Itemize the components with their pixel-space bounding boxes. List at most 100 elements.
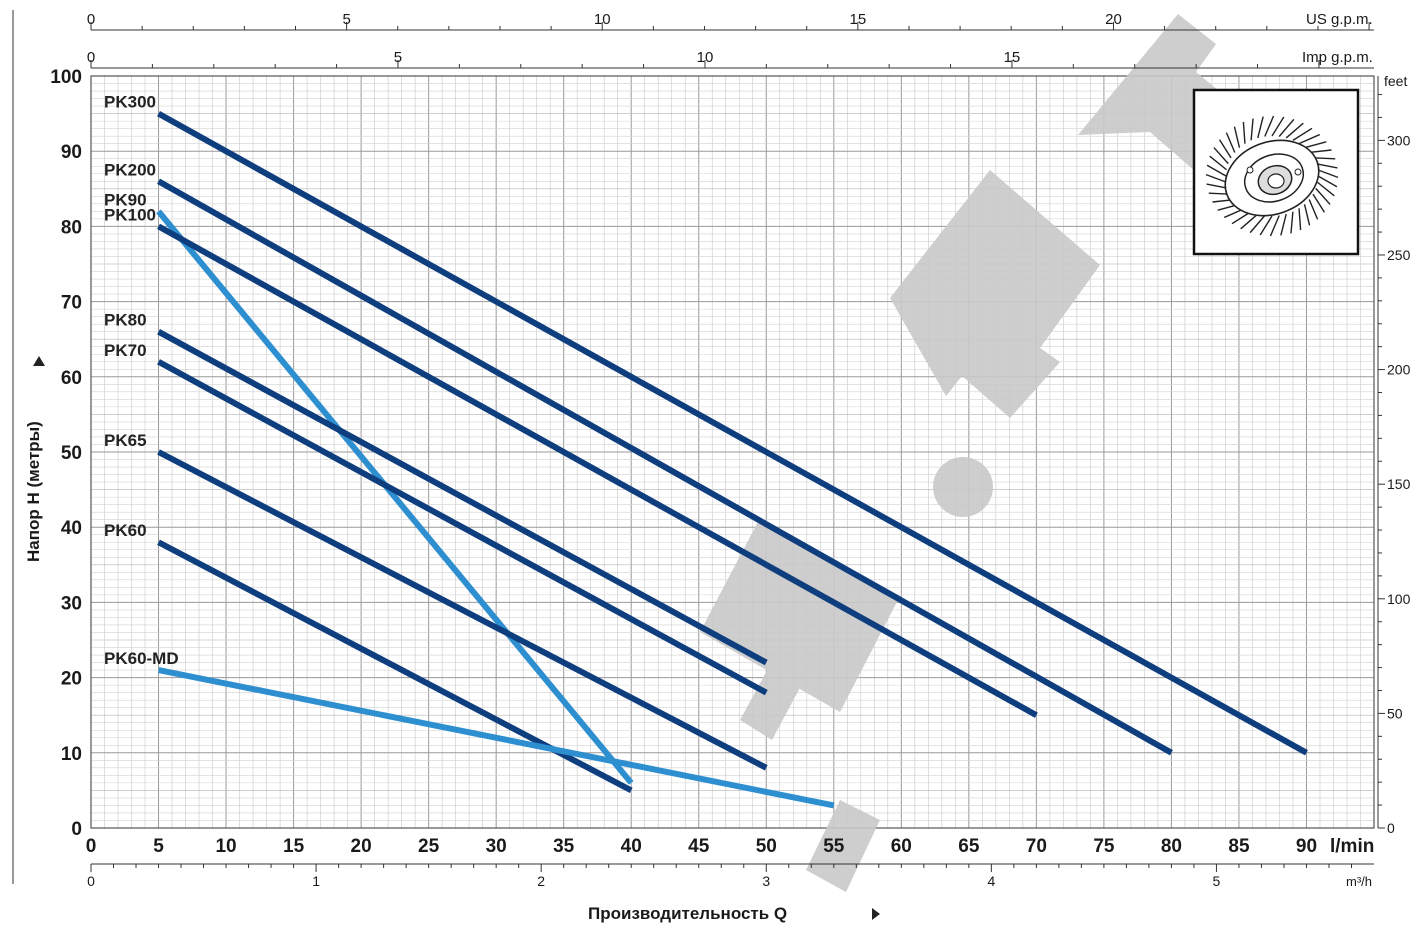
x-axis-title: Производительность Q — [588, 904, 787, 923]
x-tick-label: 65 — [958, 836, 980, 857]
series-label-pk60-md: PK60-MD — [104, 649, 179, 668]
x-tick-label: 10 — [215, 836, 236, 857]
right-tick-label: 300 — [1387, 132, 1411, 148]
right-axis-title: feet — [1384, 73, 1407, 89]
top-imp-tick-label: 15 — [1004, 49, 1021, 66]
top-us-tick-label: 5 — [342, 11, 350, 28]
impeller-blade — [1271, 116, 1285, 137]
top-imp-tick-label: 0 — [87, 49, 95, 66]
impeller-blade — [1209, 155, 1228, 171]
x-tick-label: 25 — [418, 836, 440, 857]
impeller-blade — [1315, 187, 1331, 205]
impeller-blade — [1303, 204, 1311, 226]
impeller-blade — [1304, 141, 1327, 149]
series-label-pk90: PK90 — [104, 190, 147, 209]
impeller-blade — [1269, 215, 1280, 237]
right-tick-label: 50 — [1387, 705, 1403, 721]
x-tick-label: 55 — [823, 836, 845, 857]
x-tick-label: 80 — [1161, 836, 1182, 857]
bottom-m3h-tick-label: 2 — [537, 873, 545, 889]
impeller-blade — [1264, 115, 1275, 137]
series-line-pk200 — [157, 178, 1173, 756]
impeller-blade — [1213, 147, 1229, 165]
y-axis-ticks: 0 10 20 30 40 50 60 70 80 90 100 — [50, 67, 82, 840]
x-axis-unit: l/min — [1330, 836, 1374, 857]
impeller-blade — [1290, 211, 1294, 234]
top-imp-gpm-axis: 0 5 10 15 — [87, 49, 1374, 69]
y-axis-title: Напор H (метры) — [24, 421, 43, 562]
y-tick-label: 60 — [61, 368, 82, 389]
top-us-gpm-axis: 0 5 10 15 20 — [87, 11, 1374, 31]
series-line-pk80 — [157, 329, 768, 666]
x-tick-label: 15 — [283, 836, 305, 857]
series-label-pk80: PK80 — [104, 311, 147, 330]
top-us-tick-label: 20 — [1105, 11, 1122, 28]
top-us-axis-title: US g.p.m. — [1306, 11, 1373, 28]
series-label-pk300: PK300 — [104, 93, 156, 112]
series-lines — [156, 110, 1308, 809]
impeller-blade — [1233, 126, 1241, 148]
y-tick-label: 0 — [71, 819, 82, 840]
series-label-pk60: PK60 — [104, 521, 147, 540]
bottom-m3h-axis: 0 1 2 3 4 5 — [87, 863, 1374, 889]
y-tick-label: 20 — [61, 669, 82, 690]
impeller-blade — [1309, 149, 1332, 154]
right-tick-label: 100 — [1387, 591, 1411, 607]
impeller-blade — [1206, 164, 1227, 177]
bottom-m3h-tick-label: 5 — [1213, 873, 1221, 889]
x-axis-ticks: 0 5 10 15 20 25 30 35 40 45 50 55 60 65 70 75 80 85 90 — [86, 836, 1317, 857]
y-axis-arrow-icon — [33, 356, 45, 366]
bottom-m3h-tick-label: 1 — [312, 873, 320, 889]
plot-frame — [90, 75, 1375, 829]
impeller-blade — [1298, 208, 1302, 231]
series-label-pk100: PK100 — [104, 205, 156, 224]
impeller-blade — [1278, 118, 1295, 137]
impeller-blade — [1218, 139, 1232, 159]
impeller-blade — [1315, 162, 1338, 169]
series-line-pk65 — [157, 449, 768, 771]
x-tick-label: 85 — [1228, 836, 1250, 857]
impeller-blade — [1298, 133, 1321, 145]
grid — [12, 10, 1375, 884]
bottom-m3h-tick-label: 4 — [987, 873, 995, 889]
x-tick-label: 30 — [486, 836, 507, 857]
impeller-blade — [1317, 169, 1339, 179]
right-tick-label: 150 — [1387, 476, 1411, 492]
impeller-blade — [1308, 199, 1319, 220]
impeller-blade — [1240, 213, 1259, 230]
impeller-blade — [1242, 121, 1246, 144]
impeller-blade — [1250, 118, 1254, 141]
x-tick-label: 45 — [688, 836, 710, 857]
series-line-pk300 — [157, 110, 1308, 756]
y-tick-label: 100 — [50, 67, 82, 88]
bottom-m3h-axis-title: m³/h — [1346, 874, 1372, 889]
bottom-m3h-tick-label: 3 — [762, 873, 770, 889]
top-us-tick-label: 10 — [594, 11, 611, 28]
y-tick-label: 70 — [61, 293, 82, 314]
series-label-pk200: PK200 — [104, 160, 156, 179]
series-line-pk70 — [157, 359, 768, 696]
impeller-blade — [1316, 181, 1335, 197]
x-tick-label: 35 — [553, 836, 575, 857]
bottom-m3h-tick-label: 0 — [87, 873, 95, 889]
x-tick-label: 20 — [351, 836, 372, 857]
impeller-blade — [1259, 215, 1273, 236]
right-tick-label: 200 — [1387, 362, 1411, 378]
impeller-blade — [1285, 122, 1304, 139]
series-line-pk90 — [156, 209, 634, 785]
top-us-tick-label: 15 — [850, 11, 867, 28]
impeller-blade — [1280, 213, 1287, 236]
x-tick-label: 90 — [1296, 836, 1317, 857]
impeller-blade — [1292, 127, 1313, 141]
y-tick-label: 10 — [61, 744, 82, 765]
series-line-pk60-md — [157, 667, 835, 809]
x-tick-label: 50 — [756, 836, 777, 857]
x-tick-label: 0 — [86, 836, 97, 857]
x-tick-label: 40 — [621, 836, 642, 857]
y-tick-label: 40 — [61, 518, 82, 539]
x-tick-label: 70 — [1026, 836, 1047, 857]
series-label-pk70: PK70 — [104, 341, 147, 360]
right-tick-label: 0 — [1387, 820, 1395, 836]
